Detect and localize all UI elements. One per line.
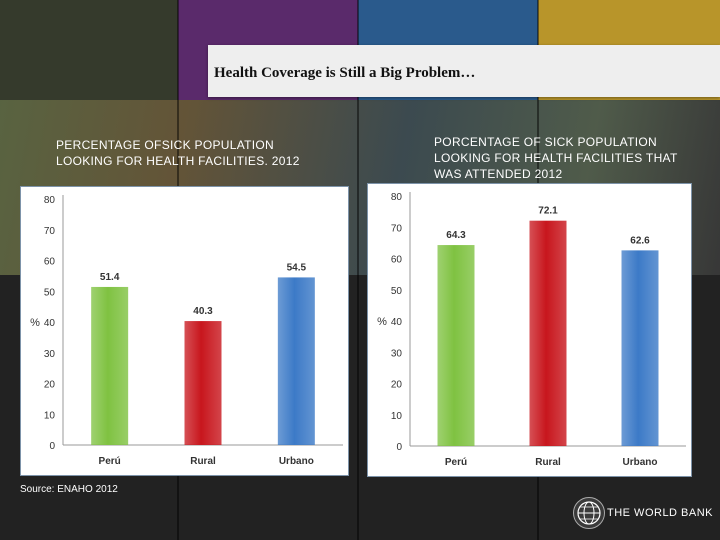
y-tick-label: 70	[44, 226, 56, 237]
chart-title-left: PERCENTAGE OFSICK POPULATION LOOKING FOR…	[56, 137, 300, 169]
bar-chart-right: 0 10 20 30 40 50 60 70 80% 64.3 Perú 72.1 Rural 62.6 U…	[377, 192, 686, 468]
y-tick-label: 40	[391, 317, 403, 328]
y-tick-label: 10	[391, 411, 403, 422]
y-tick-label: 80	[44, 195, 56, 206]
source-note: Source: ENAHO 2012	[20, 484, 118, 495]
bar-rural	[529, 220, 567, 446]
chart-panel-left: 0 10 20 30 40 50 60 70 80% 51.4 Perú 40.3 Rural 54.5 U…	[20, 186, 349, 476]
x-tick-label: Perú	[99, 456, 121, 467]
data-label: 54.5	[287, 262, 307, 273]
y-tick-label: 30	[44, 349, 56, 360]
y-tick-label: 60	[391, 255, 403, 266]
y-axis-label: %	[30, 317, 40, 329]
y-tick-label: 0	[49, 441, 55, 452]
logo-text: THE WORLD BANK	[607, 507, 714, 519]
y-tick-label: 50	[391, 286, 403, 297]
x-tick-label: Urbano	[623, 457, 658, 468]
chart-title-line: PERCENTAGE OFSICK POPULATION	[56, 138, 274, 152]
slide-title-box: Health Coverage is Still a Big Problem…	[208, 45, 720, 97]
data-label: 64.3	[446, 230, 466, 241]
header-band-1	[0, 0, 178, 100]
chart-title-line: LOOKING FOR HEALTH FACILITIES. 2012	[56, 154, 300, 168]
divider-line	[357, 0, 359, 540]
data-label: 40.3	[193, 306, 213, 317]
bar-rural	[184, 321, 222, 445]
y-tick-label: 20	[44, 380, 56, 391]
y-tick-label: 60	[44, 257, 56, 268]
y-tick-label: 10	[44, 410, 56, 421]
slide-title: Health Coverage is Still a Big Problem…	[214, 65, 476, 81]
x-tick-label: Urbano	[279, 456, 314, 467]
x-tick-label: Perú	[445, 457, 467, 468]
y-tick-label: 50	[44, 287, 56, 298]
x-tick-label: Rural	[190, 456, 216, 467]
bar-perú	[437, 245, 475, 446]
chart-title-right: PORCENTAGE OF SICK POPULATION LOOKING FO…	[434, 134, 678, 182]
y-tick-label: 30	[391, 348, 403, 359]
data-label: 72.1	[538, 206, 558, 217]
y-tick-label: 40	[44, 318, 56, 329]
chart-title-line: PORCENTAGE OF SICK POPULATION	[434, 135, 657, 149]
y-tick-label: 80	[391, 192, 403, 203]
chart-panel-right: 0 10 20 30 40 50 60 70 80% 64.3 Perú 72.1 Rural 62.6 U…	[367, 183, 692, 477]
bar-urbano	[277, 277, 315, 445]
y-tick-label: 0	[396, 442, 402, 453]
chart-title-line: LOOKING FOR HEALTH FACILITIES THAT	[434, 151, 678, 165]
x-tick-label: Rural	[535, 457, 561, 468]
bar-chart-left: 0 10 20 30 40 50 60 70 80% 51.4 Perú 40.3 Rural 54.5 U…	[30, 195, 343, 467]
data-label: 51.4	[100, 272, 120, 283]
y-tick-label: 20	[391, 380, 403, 391]
bar-perú	[91, 286, 129, 445]
bar-urbano	[621, 250, 659, 446]
y-tick-label: 70	[391, 223, 403, 234]
globe-logo-icon	[573, 497, 605, 529]
data-label: 62.6	[630, 235, 650, 246]
y-axis-label: %	[377, 316, 387, 328]
chart-title-line: WAS ATTENDED 2012	[434, 167, 563, 181]
